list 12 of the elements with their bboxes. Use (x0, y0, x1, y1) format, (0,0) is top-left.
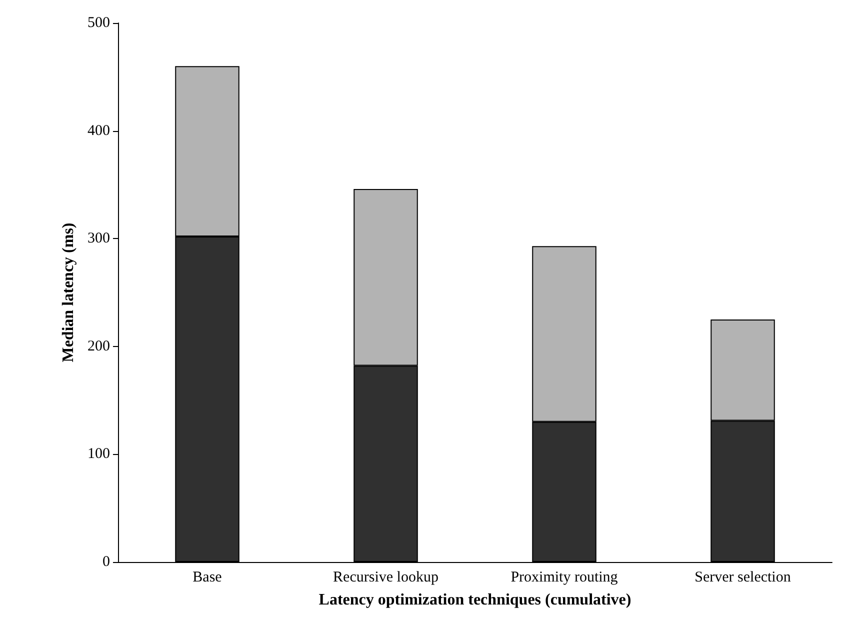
y-tick-label: 400 (88, 122, 110, 139)
x-tick-label: Base (192, 570, 222, 586)
x-tick-label: Proximity routing (510, 570, 618, 586)
y-tick-label: 300 (88, 230, 110, 247)
y-tick-label: 200 (88, 338, 110, 354)
y-tick-label: 500 (88, 15, 110, 31)
x-tick-label: Server selection (694, 570, 792, 586)
y-tick-label: 0 (102, 554, 110, 570)
y-tick-label: 100 (88, 446, 110, 462)
y-axis-title: Median latency (ms) (60, 222, 78, 362)
x-axis-title: Latency optimization techniques (cumulative) (318, 592, 632, 608)
x-tick-label: Recursive lookup (333, 570, 438, 586)
